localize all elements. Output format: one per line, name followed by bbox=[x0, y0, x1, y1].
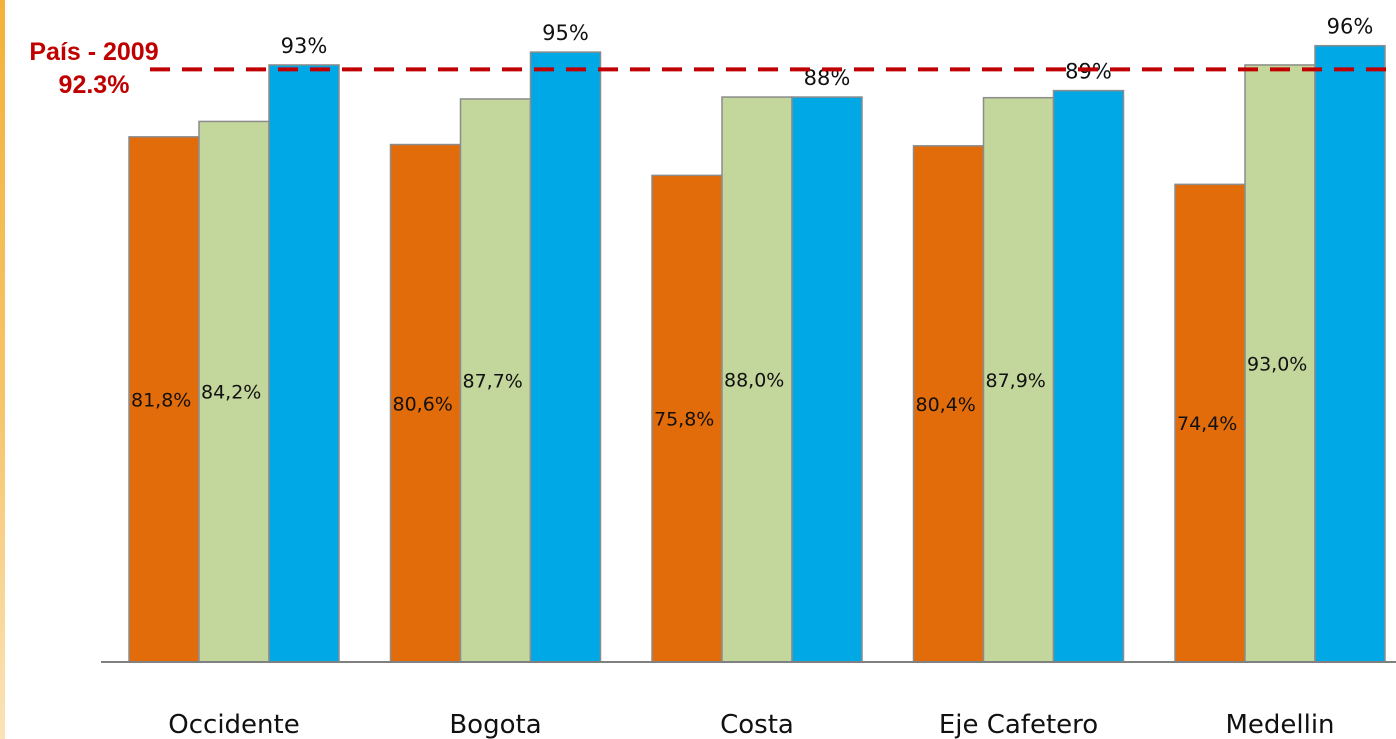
bar-label-s2-bogota: 87,7% bbox=[463, 370, 523, 392]
x-axis-ticks: Occidente Bogota Costa Eje Cafetero Medellin bbox=[168, 710, 1334, 739]
bar-s3-eje-cafetero bbox=[1052, 89, 1125, 663]
reference-line-label-line1: País - 2009 bbox=[29, 38, 159, 66]
bar-s2-occidente bbox=[198, 120, 270, 663]
bar-label-s3-eje-cafetero: 89% bbox=[1065, 60, 1112, 84]
bar-label-s3-medellin: 96% bbox=[1327, 15, 1374, 39]
bar-label-s3-occidente: 93% bbox=[281, 34, 328, 58]
accent-strip bbox=[0, 0, 5, 739]
reference-line-label-line2: 92.3% bbox=[58, 71, 130, 99]
x-tick-label-eje-cafetero: Eje Cafetero bbox=[939, 710, 1098, 739]
labels-layer: 81,8% 84,2%93%80,6%87,7%95%75,8%88,0%88%8… bbox=[131, 15, 1373, 435]
bar-s2-medellin bbox=[1244, 64, 1316, 663]
bar-label-s1-eje-cafetero: 80,4% bbox=[916, 394, 976, 416]
bar-label-s1-bogota: 80,6% bbox=[393, 393, 453, 415]
bar-label-s2-eje-cafetero: 87,9% bbox=[986, 370, 1046, 392]
bar-s2-eje-cafetero bbox=[982, 96, 1055, 663]
bar-label-s2-medellin: 93,0% bbox=[1247, 353, 1307, 375]
reference-line-label: País - 2009 92.3% bbox=[0, 36, 188, 102]
x-tick-label-medellin: Medellin bbox=[1225, 710, 1334, 739]
x-tick-label-bogota: Bogota bbox=[449, 710, 541, 739]
bar-label-s1-costa: 75,8% bbox=[654, 409, 714, 431]
bar-label-s1-occidente: 81,8% bbox=[131, 389, 191, 411]
bar-label-s1-medellin: 74,4% bbox=[1177, 413, 1237, 435]
bar-s3-costa bbox=[791, 96, 863, 663]
bar-s3-occidente bbox=[268, 64, 340, 663]
bar-s1-medellin bbox=[1174, 183, 1246, 663]
bar-s3-bogota bbox=[529, 51, 602, 663]
x-tick-label-costa: Costa bbox=[720, 710, 794, 739]
bar-label-s3-bogota: 95% bbox=[542, 21, 589, 45]
bar-label-s2-occidente: 84,2% bbox=[201, 382, 261, 404]
bar-label-s2-costa: 88,0% bbox=[724, 370, 784, 392]
x-tick-label-occidente: Occidente bbox=[168, 710, 299, 739]
bars-layer bbox=[128, 44, 1386, 663]
bar-s3-medellin bbox=[1314, 44, 1386, 663]
